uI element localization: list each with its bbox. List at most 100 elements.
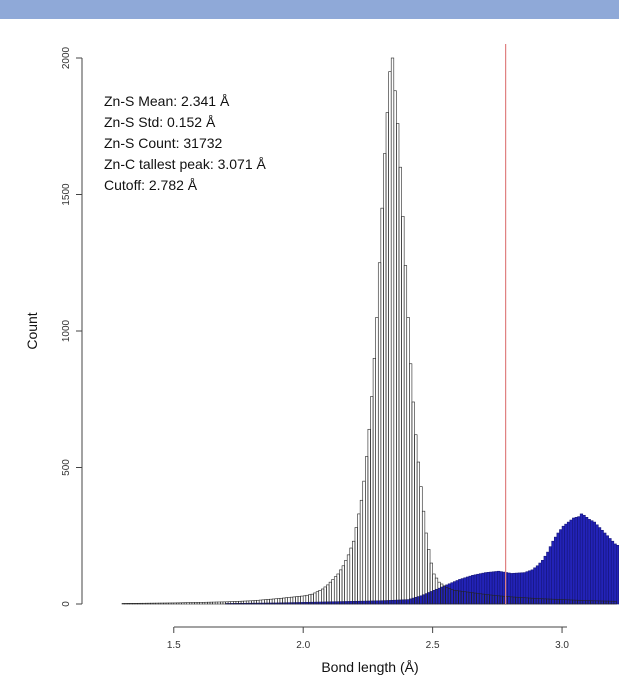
- zn-s-bar: [168, 602, 172, 605]
- annotation-zn-s-std: Zn-S Std: 0.152 Å: [104, 114, 216, 130]
- zn-s-bar: [370, 396, 374, 605]
- zn-s-bar: [585, 600, 589, 605]
- zn-s-bar: [318, 590, 322, 605]
- y-tick-label: 2000: [61, 46, 72, 69]
- zn-s-bar: [196, 602, 200, 605]
- zn-s-bar: [375, 317, 379, 605]
- zn-s-bar: [453, 590, 457, 605]
- zn-s-bar: [597, 600, 602, 605]
- zn-s-bar: [486, 594, 490, 605]
- zn-s-bar: [548, 598, 552, 605]
- zn-c-bar: [566, 521, 571, 605]
- zn-s-bar: [289, 596, 294, 605]
- x-axis-label: Bond length (Å): [321, 659, 418, 675]
- zn-s-bar: [460, 591, 464, 605]
- zn-s-bar: [437, 581, 441, 605]
- zn-s-bar: [424, 532, 428, 605]
- zn-s-bar: [240, 600, 244, 605]
- zn-s-bar: [595, 600, 599, 605]
- zn-s-bar: [520, 597, 524, 605]
- zn-s-bar: [484, 594, 488, 605]
- zn-s-bar: [390, 57, 395, 605]
- zn-s-bar: [346, 554, 351, 605]
- zn-s-bar: [150, 602, 154, 605]
- zn-s-bar: [354, 527, 358, 605]
- zn-s-bar: [429, 562, 433, 605]
- y-axis-label: Count: [24, 312, 40, 349]
- zn-s-bar: [277, 598, 281, 605]
- zn-s-bar: [274, 598, 278, 605]
- zn-c-bar: [541, 560, 545, 605]
- zn-s-bar: [305, 594, 309, 605]
- zn-c-bar: [551, 540, 555, 605]
- zn-s-bar: [191, 602, 195, 605]
- zn-s-bar: [365, 456, 369, 605]
- zn-s-bar: [535, 598, 540, 605]
- zn-s-bar: [163, 602, 167, 605]
- zn-c-bar: [608, 538, 612, 605]
- zn-s-bar: [509, 596, 514, 605]
- zn-s-bar: [411, 401, 415, 605]
- zn-s-bar: [577, 599, 581, 605]
- zn-s-bar: [253, 600, 257, 605]
- zn-c-bar: [590, 520, 594, 605]
- zn-s-bar: [473, 592, 477, 605]
- zn-s-bar: [349, 547, 353, 605]
- zn-s-bar: [409, 363, 413, 605]
- zn-s-bar: [269, 598, 273, 605]
- zn-s-bar: [207, 601, 211, 605]
- zn-s-bar: [139, 602, 144, 605]
- zn-s-bar: [284, 597, 288, 605]
- zn-s-series: [121, 57, 617, 605]
- zn-s-bar: [600, 600, 604, 605]
- zn-s-bar: [592, 600, 596, 605]
- zn-s-bar: [551, 598, 555, 605]
- zn-s-bar: [176, 602, 180, 605]
- zn-s-bar: [336, 573, 340, 605]
- zn-s-bar: [533, 598, 537, 605]
- zn-c-bar: [569, 519, 573, 605]
- zn-s-bar: [204, 601, 208, 605]
- x-tick-label: 3.0: [555, 640, 569, 651]
- x-tick-label: 2.5: [426, 640, 440, 651]
- zn-s-bar: [582, 600, 586, 605]
- zn-s-bar: [367, 428, 371, 605]
- zn-s-bar: [512, 596, 516, 605]
- zn-s-bar: [209, 601, 213, 605]
- zn-s-bar: [414, 434, 418, 605]
- zn-s-bar: [339, 569, 343, 605]
- zn-s-bar: [432, 573, 436, 605]
- zn-s-bar: [613, 600, 617, 605]
- zn-c-bar: [577, 516, 581, 605]
- zn-s-bar: [587, 600, 591, 605]
- zn-s-bar: [152, 602, 156, 605]
- zn-s-bar: [590, 600, 594, 605]
- zn-s-bar: [450, 589, 454, 605]
- zn-s-bar: [566, 599, 571, 605]
- zn-c-bar: [538, 562, 542, 605]
- zn-s-bar: [315, 591, 320, 605]
- zn-s-bar: [308, 594, 312, 605]
- zn-c-bar: [600, 529, 604, 605]
- zn-s-bar: [362, 480, 366, 605]
- zn-c-bar: [595, 524, 599, 605]
- zn-s-bar: [445, 587, 449, 605]
- zn-s-bar: [313, 592, 317, 605]
- zn-s-bar: [572, 599, 576, 605]
- zn-s-bar: [465, 591, 470, 605]
- zn-s-bar: [248, 600, 252, 605]
- x-tick-label: 2.0: [296, 640, 310, 651]
- zn-s-bar: [220, 601, 224, 605]
- zn-s-bar: [419, 486, 423, 605]
- zn-c-bar: [572, 517, 576, 605]
- zn-s-bar: [256, 599, 260, 605]
- zn-s-bar: [385, 112, 389, 605]
- zn-s-bar: [297, 596, 301, 605]
- y-tick-label: 0: [61, 601, 72, 607]
- zn-s-bar: [398, 166, 402, 605]
- zn-s-bar: [201, 602, 206, 605]
- x-axis-ticks: 1.5 2.0 2.5 3.0: [167, 627, 569, 651]
- zn-s-bar: [194, 602, 198, 605]
- zn-s-bar: [564, 599, 568, 605]
- zn-s-bar: [124, 603, 128, 605]
